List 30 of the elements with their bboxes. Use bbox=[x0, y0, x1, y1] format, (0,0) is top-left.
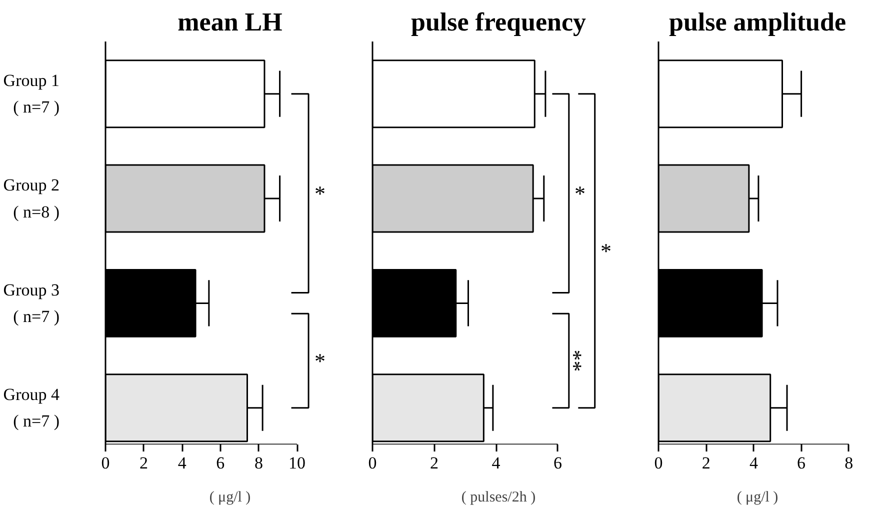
x-axis-title: ( μg/l ) bbox=[209, 490, 251, 506]
chart-title: mean LH bbox=[178, 8, 282, 36]
x-tick-label: 8 bbox=[844, 454, 854, 472]
x-tick-label: 4 bbox=[749, 454, 758, 472]
chart-title: pulse frequency bbox=[410, 8, 586, 36]
y-tick-label: Group 1 ( n=7 ) bbox=[3, 71, 60, 117]
x-tick-label: 4 bbox=[492, 454, 501, 472]
x-axis-title: ( μg/l ) bbox=[736, 490, 778, 506]
x-tick-label: 0 bbox=[101, 454, 110, 472]
x-tick-label: 4 bbox=[178, 454, 187, 472]
text: ** bbox=[568, 350, 593, 372]
y-tick-label: Group 3 ( n=7 ) bbox=[3, 280, 60, 326]
x-tick-label: 10 bbox=[288, 454, 306, 472]
x-tick-label: 2 bbox=[430, 454, 439, 472]
x-axis-title: ( pulses/2h ) bbox=[461, 490, 536, 506]
y-tick-label: Group 2 ( n=8 ) bbox=[3, 176, 60, 222]
text: * bbox=[600, 238, 612, 264]
x-tick-label: 2 bbox=[702, 454, 710, 472]
text: * bbox=[314, 348, 326, 374]
y-tick-label: Group 4 ( n=7 ) bbox=[3, 385, 60, 431]
text: * bbox=[314, 180, 326, 206]
x-tick-label: 8 bbox=[254, 454, 263, 472]
text: * bbox=[574, 180, 586, 206]
x-tick-label: 2 bbox=[140, 454, 148, 472]
x-tick-label: 6 bbox=[797, 454, 806, 472]
chart-title: pulse amplitude bbox=[669, 8, 846, 36]
x-tick-label: 6 bbox=[554, 454, 562, 472]
x-tick-label: 0 bbox=[368, 454, 377, 472]
x-tick-label: 6 bbox=[216, 454, 225, 472]
x-tick-label: 0 bbox=[654, 454, 663, 472]
